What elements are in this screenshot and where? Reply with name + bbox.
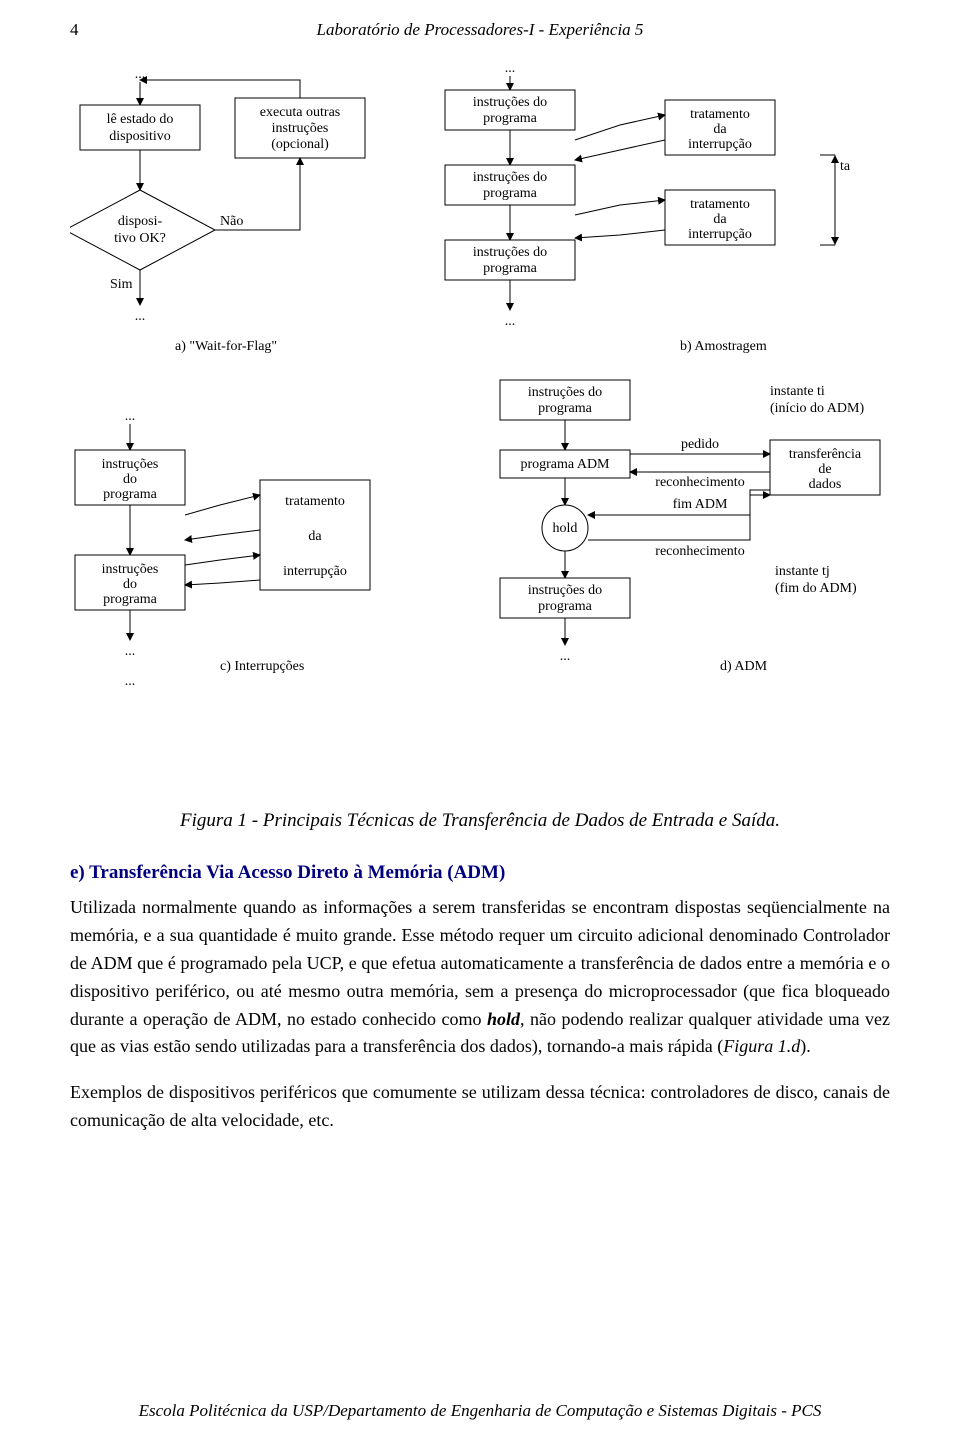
figure-1: ... lê estado do dispositivo executa out… bbox=[70, 60, 890, 800]
box-text: interrupção bbox=[688, 227, 752, 242]
box-text: tratamento bbox=[690, 197, 750, 212]
box-text: de bbox=[818, 462, 831, 477]
tj-label: (fim do ADM) bbox=[775, 581, 857, 596]
box-text: do bbox=[123, 472, 137, 487]
subfig-label: c) Interrupções bbox=[220, 659, 304, 674]
dots: ... bbox=[125, 644, 136, 659]
box-text: programa bbox=[103, 592, 157, 607]
label-yes: Sim bbox=[110, 277, 133, 292]
ti-label: (início do ADM) bbox=[770, 401, 864, 416]
box-text: instruções do bbox=[528, 385, 602, 400]
box-text: programa bbox=[538, 599, 592, 614]
dots: ... bbox=[125, 674, 136, 689]
hold-word: hold bbox=[487, 1009, 520, 1029]
box-text: do bbox=[123, 577, 137, 592]
box-text: programa bbox=[103, 487, 157, 502]
box-text: lê estado do bbox=[107, 112, 174, 127]
box-text: interrupção bbox=[688, 137, 752, 152]
box-text: dispositivo bbox=[109, 129, 170, 144]
box-text: instruções bbox=[102, 457, 159, 472]
figure-caption: Figura 1 - Principais Técnicas de Transf… bbox=[70, 810, 890, 832]
dots: ... bbox=[560, 649, 571, 664]
page-number: 4 bbox=[70, 20, 79, 40]
box-text: da bbox=[713, 122, 727, 137]
box-text: tratamento bbox=[285, 494, 345, 509]
p1-text-c: ). bbox=[800, 1036, 811, 1056]
box-text: executa outras bbox=[260, 105, 340, 120]
paragraph-2: Exemplos de dispositivos periféricos que… bbox=[70, 1079, 890, 1135]
box-text: instruções do bbox=[473, 245, 547, 260]
box-text: (opcional) bbox=[271, 137, 329, 152]
box-text: programa bbox=[538, 401, 592, 416]
box-text: dados bbox=[809, 477, 842, 492]
decision-text: tivo OK? bbox=[114, 231, 166, 246]
box-text: instruções bbox=[102, 562, 159, 577]
box-text: programa bbox=[483, 186, 537, 201]
box-text: transferência bbox=[789, 447, 862, 462]
subfig-b: ... instruções do programa instruções do… bbox=[445, 61, 851, 354]
subfig-a: ... lê estado do dispositivo executa out… bbox=[70, 67, 365, 354]
box-text: interrupção bbox=[283, 564, 347, 579]
fig-ref: Figura 1.d bbox=[723, 1036, 800, 1056]
label-no: Não bbox=[220, 214, 243, 229]
box-text: instruções do bbox=[473, 170, 547, 185]
box-text: programa ADM bbox=[520, 457, 610, 472]
arrow-label: fim ADM bbox=[673, 497, 728, 512]
dots: ... bbox=[505, 314, 516, 329]
subfig-label: b) Amostragem bbox=[680, 339, 767, 354]
subfig-label: d) ADM bbox=[720, 659, 768, 674]
box-text: instruções bbox=[272, 121, 329, 136]
dots: ... bbox=[135, 309, 146, 324]
box-text: programa bbox=[483, 261, 537, 276]
hold-label: hold bbox=[553, 521, 578, 536]
page-header: 4 Laboratório de Processadores-I - Exper… bbox=[70, 20, 890, 50]
decision-text: disposi- bbox=[118, 214, 163, 229]
arrow-label: reconhecimento bbox=[655, 544, 744, 559]
box-text: da bbox=[713, 212, 727, 227]
arrow-label: pedido bbox=[681, 437, 719, 452]
subfig-label: a) "Wait-for-Flag" bbox=[175, 339, 277, 354]
page: 4 Laboratório de Processadores-I - Exper… bbox=[0, 0, 960, 1451]
paragraph-1: Utilizada normalmente quando as informaç… bbox=[70, 894, 890, 1061]
box-text: programa bbox=[483, 111, 537, 126]
arrow-label: reconhecimento bbox=[655, 475, 744, 490]
ti-label: instante ti bbox=[770, 384, 825, 399]
box-text: instruções do bbox=[473, 95, 547, 110]
page-footer: Escola Politécnica da USP/Departamento d… bbox=[0, 1401, 960, 1421]
subfig-c: ... instruções do programa instruções do… bbox=[75, 409, 370, 689]
ta-label: ta bbox=[840, 159, 851, 174]
subfig-d: instruções do programa instante ti (iníc… bbox=[500, 380, 880, 674]
box-text: instruções do bbox=[528, 583, 602, 598]
section-heading: e) Transferência Via Acesso Direto à Mem… bbox=[70, 862, 890, 884]
dots: ... bbox=[505, 61, 516, 76]
box-text: tratamento bbox=[690, 107, 750, 122]
header-title: Laboratório de Processadores-I - Experiê… bbox=[317, 20, 644, 40]
dots: ... bbox=[125, 409, 136, 424]
tj-label: instante tj bbox=[775, 564, 830, 579]
box-text: da bbox=[308, 529, 322, 544]
